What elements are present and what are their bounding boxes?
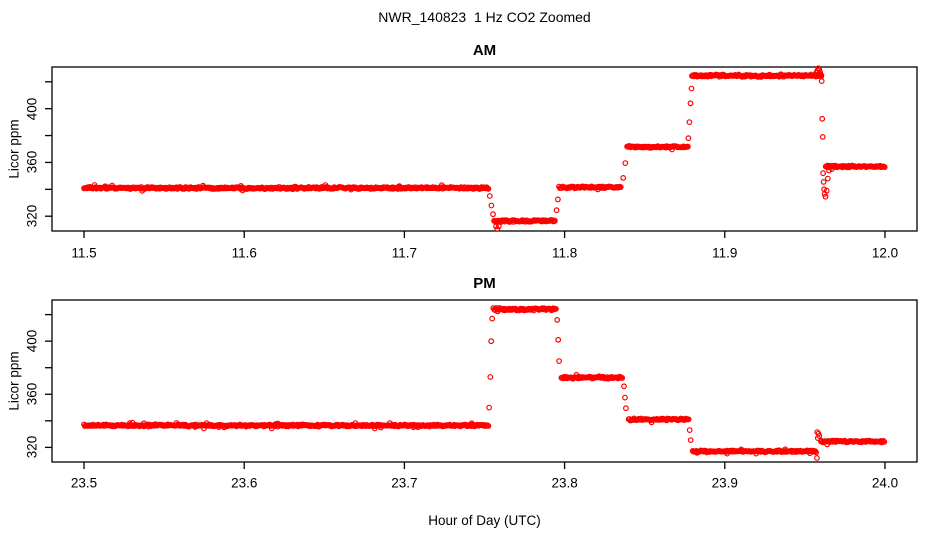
am-data-points [81, 65, 888, 232]
x-axis-title: Hour of Day (UTC) [428, 513, 541, 528]
pm-xtick-label: 23.5 [70, 475, 98, 491]
am-xtick-label: 12.0 [871, 245, 899, 261]
pm-ytick-label: 320 [24, 436, 40, 459]
am-axes [45, 66, 918, 238]
panel-title-pm: PM [473, 275, 496, 292]
am-xtick-label: 11.9 [712, 245, 738, 261]
pm-xtick-label: 23.7 [391, 475, 418, 491]
pm-xtick-label: 24.0 [871, 475, 899, 491]
am-xtick-label: 11.5 [71, 245, 97, 261]
pm-xtick-label: 23.9 [711, 475, 738, 491]
page-title: NWR_140823 1 Hz CO2 Zoomed [378, 9, 591, 25]
y-axis-title-pm: Licor ppm [6, 351, 22, 411]
y-axis-title-am: Licor ppm [6, 119, 22, 179]
pm-xtick-label: 23.8 [551, 475, 578, 491]
pm-axes [45, 299, 918, 469]
pm-data-points [81, 305, 888, 461]
am-xtick-label: 11.7 [391, 245, 418, 261]
am-xtick-label: 11.8 [551, 245, 578, 261]
pm-ytick-label: 360 [24, 383, 40, 406]
am-xtick-label: 11.6 [231, 245, 257, 261]
am-ytick-label: 320 [24, 204, 40, 228]
am-ytick-label: 400 [24, 97, 40, 120]
pm-xtick-label: 23.6 [231, 475, 258, 491]
am-ytick-label: 360 [24, 151, 40, 174]
panel-title-am: AM [472, 42, 497, 59]
pm-ytick-label: 400 [24, 329, 40, 353]
